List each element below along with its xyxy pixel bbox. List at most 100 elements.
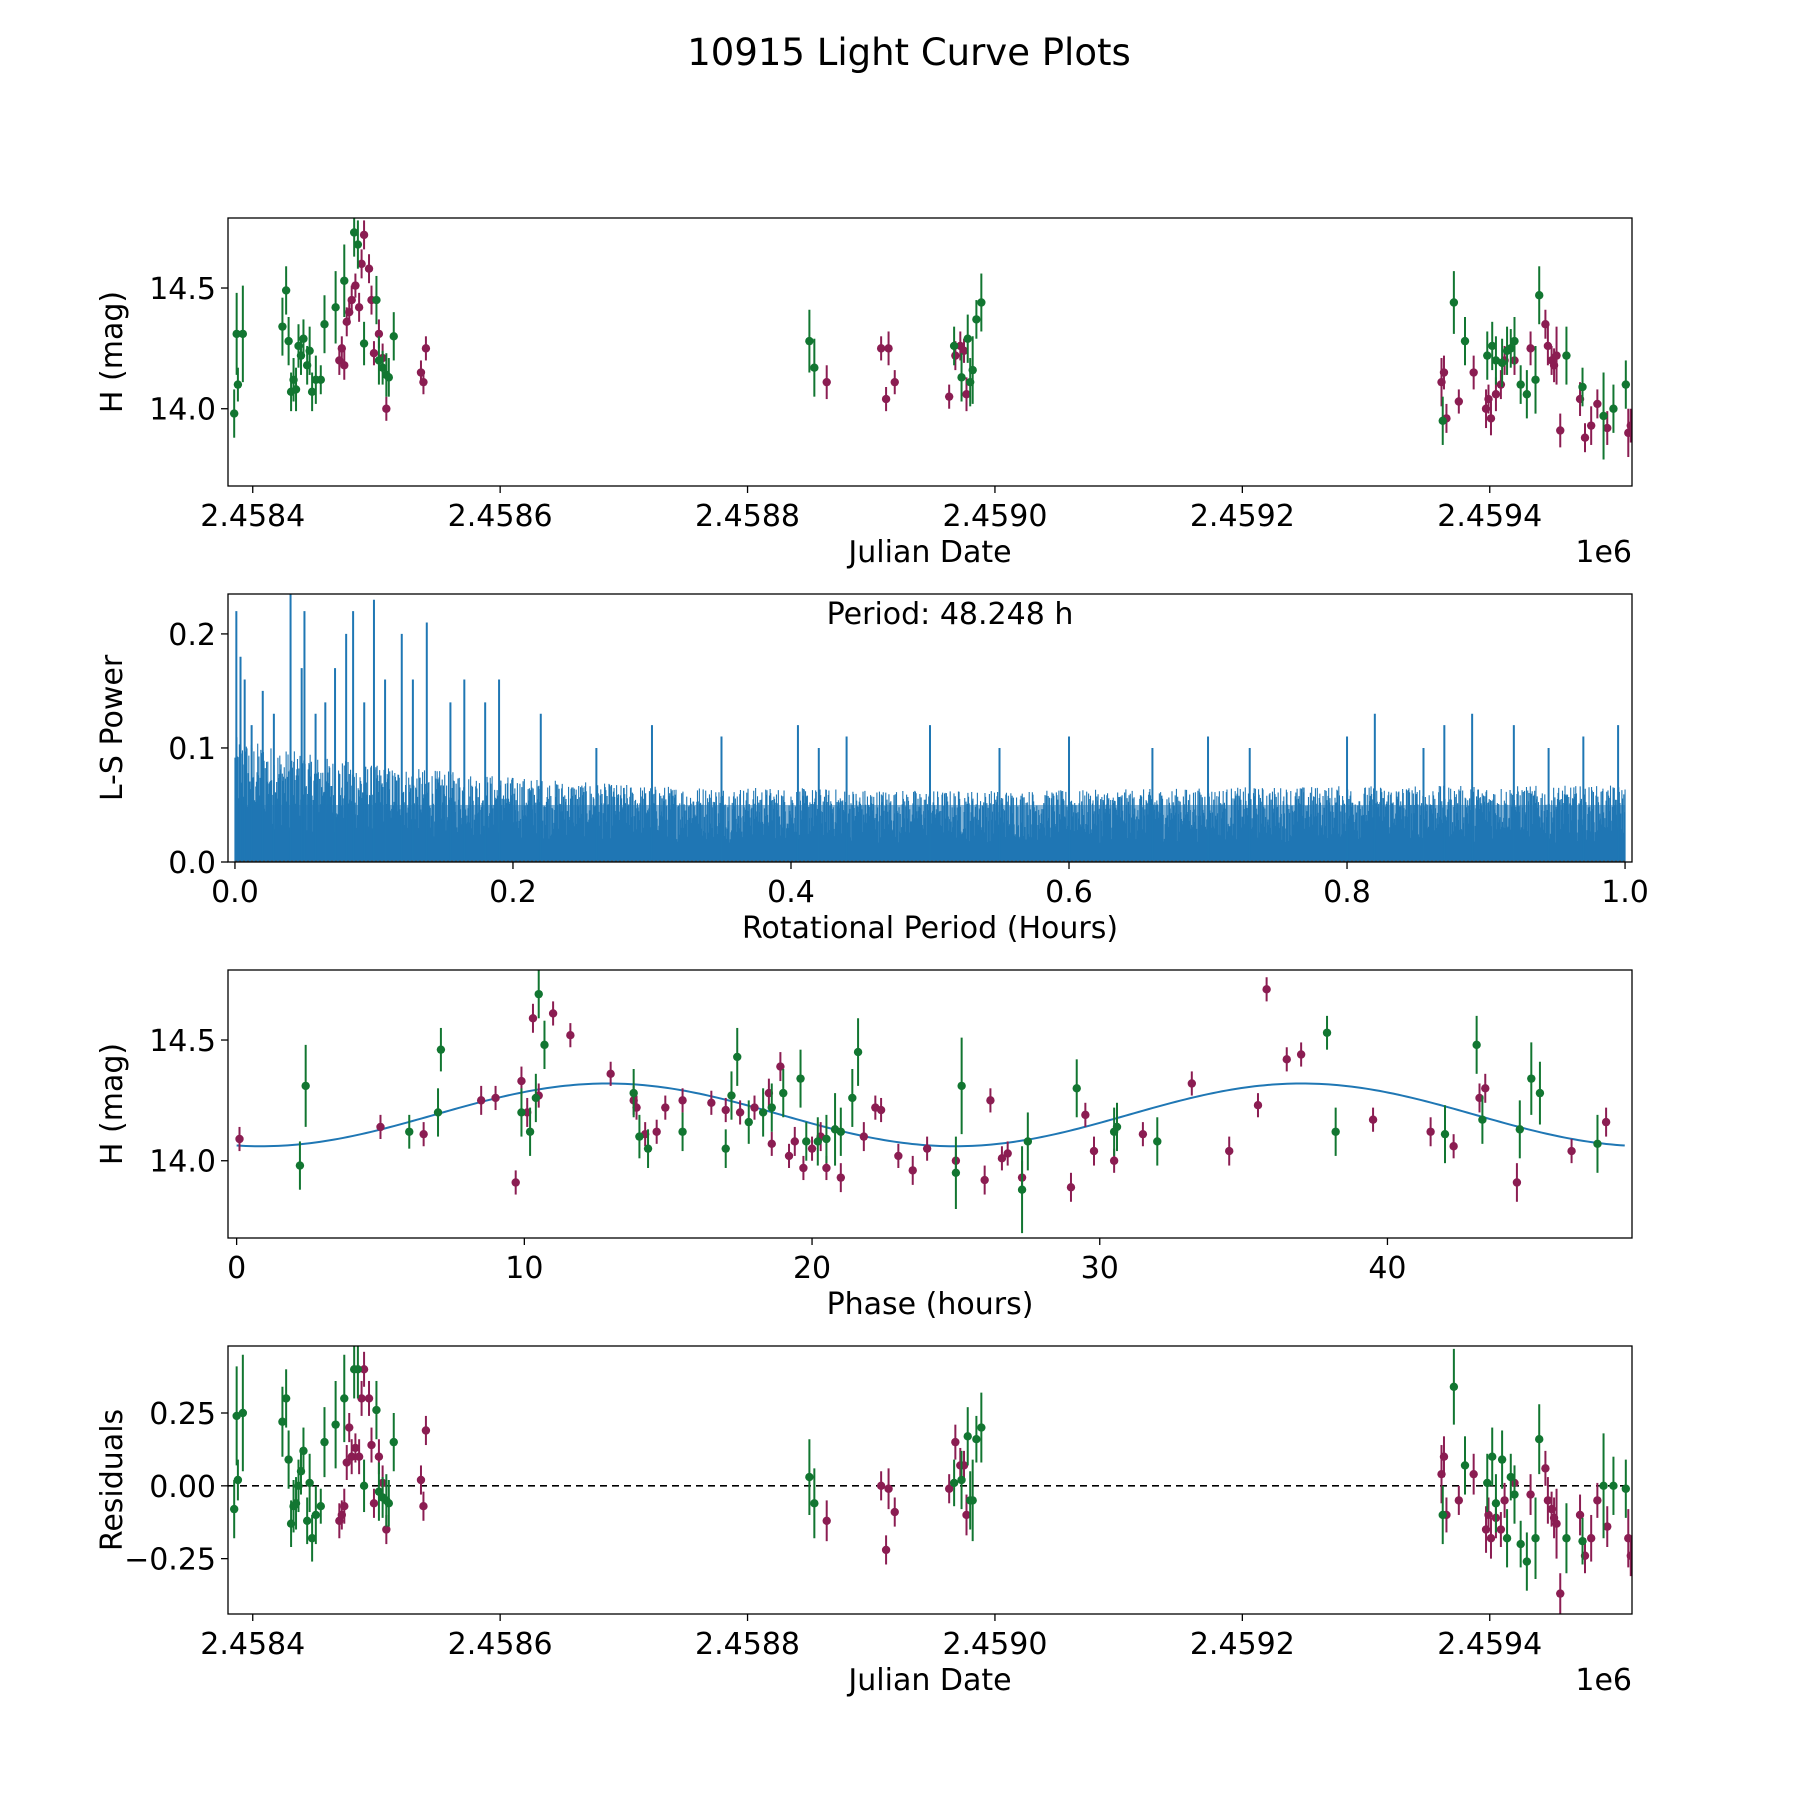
- lightcurve-data-point: [810, 363, 819, 372]
- phased-y-tick-label: 14.0: [149, 1145, 216, 1180]
- lightcurve-data-point: [1497, 358, 1507, 368]
- periodogram-panel: Period: 48.248 h 0.0 0.2 0.4 0.6 0.8 1.0 0.0 0.1…: [95, 593, 1649, 946]
- lightcurve-data-point: [238, 329, 248, 339]
- residuals-data-point: [382, 1525, 391, 1534]
- residuals-data-point: [416, 1475, 426, 1485]
- residuals-data-point: [1500, 1496, 1509, 1505]
- phased-data-point: [1072, 1084, 1081, 1093]
- residuals-data-point: [944, 1484, 954, 1493]
- lightcurve-data-point: [1526, 344, 1535, 353]
- residuals-data-point: [354, 1452, 364, 1461]
- residuals-data-point: [302, 1516, 312, 1525]
- lightcurve-data-point: [353, 240, 363, 249]
- lightcurve-data-point: [278, 322, 287, 331]
- phased-data-point: [678, 1096, 687, 1105]
- periodogram-x-tick-label: 0.0: [211, 875, 259, 910]
- phased-data-point: [796, 1074, 805, 1083]
- lightcurve-data-point: [1578, 382, 1587, 392]
- lightcurve-data-point: [963, 334, 972, 343]
- phased-data-point: [894, 1151, 903, 1161]
- lightcurve-x-tick-label: 2.4590: [942, 499, 1047, 534]
- phased-series-purple: [235, 977, 1611, 1202]
- lightcurve-x-tick-label: 2.4586: [448, 499, 553, 534]
- lightcurve-data-point: [951, 351, 960, 360]
- phased-data-point: [876, 1105, 886, 1115]
- residuals-data-point: [876, 1481, 886, 1491]
- phased-data-point: [1440, 1129, 1450, 1139]
- residuals-data-point: [353, 1365, 363, 1374]
- residuals-data-point: [968, 1496, 977, 1505]
- phased-data-point: [1089, 1146, 1099, 1156]
- periodogram-axes-frame: [227, 593, 1633, 863]
- phased-data-point: [528, 1014, 538, 1023]
- phased-data-point: [1331, 1127, 1340, 1136]
- lightcurve-data-point: [968, 365, 977, 375]
- phased-data-point: [813, 1137, 822, 1146]
- lightcurve-data-point: [337, 344, 347, 353]
- residuals-series-green: [229, 1346, 1631, 1591]
- lightcurve-data-point: [389, 332, 398, 341]
- residuals-data-point: [364, 1394, 374, 1403]
- residuals-x-tick-label: 2.4584: [200, 1627, 305, 1662]
- residuals-data-point: [805, 1472, 814, 1482]
- lightcurve-data-point: [233, 380, 243, 389]
- periodogram-x-tick-label: 0.2: [489, 875, 537, 910]
- phased-data-point: [531, 1093, 541, 1103]
- lightcurve-data-point: [384, 373, 394, 382]
- lightcurve-data-point: [1449, 298, 1459, 307]
- residuals-points-layer: [229, 1346, 1632, 1614]
- phased-data-point: [986, 1096, 995, 1105]
- period-annotation: Period: 48.248 h: [827, 597, 1074, 632]
- phased-data-point: [1535, 1088, 1545, 1098]
- residuals-data-point: [1535, 1435, 1544, 1444]
- phased-data-point: [376, 1122, 385, 1132]
- lightcurve-data-point: [972, 315, 981, 324]
- periodogram-y-tick-label: 0.0: [168, 846, 216, 881]
- residuals-data-point: [1460, 1461, 1470, 1470]
- lightcurve-data-point: [1552, 351, 1561, 360]
- residuals-data-point: [1522, 1557, 1532, 1566]
- residuals-data-point: [957, 1475, 966, 1485]
- phased-data-point: [807, 1144, 817, 1153]
- phased-data-point: [744, 1117, 753, 1127]
- lightcurve-data-point: [890, 377, 899, 387]
- phased-data-point: [853, 1047, 863, 1057]
- lightcurve-data-point: [1484, 394, 1493, 404]
- lightcurve-data-point: [340, 361, 349, 370]
- lightcurve-panel: 2.4584 2.4586 2.4588 2.4590 2.4592 2.4594 14.0…: [95, 217, 1633, 570]
- lightcurve-data-point: [364, 264, 374, 273]
- phased-data-point: [635, 1132, 644, 1141]
- phased-data-point: [1003, 1149, 1012, 1158]
- phased-points-layer: [235, 970, 1611, 1234]
- lightcurve-data-point: [378, 363, 387, 372]
- lightcurve-data-point: [1609, 404, 1618, 413]
- lightcurve-data-point: [944, 392, 954, 401]
- phased-data-point: [1322, 1028, 1332, 1037]
- phased-data-point: [957, 1081, 966, 1091]
- lightcurve-data-point: [316, 375, 325, 384]
- lightcurve-data-point: [1543, 341, 1553, 351]
- phased-fit-curve: [236, 1082, 1625, 1148]
- residuals-data-point: [331, 1420, 340, 1429]
- phased-data-point: [301, 1081, 310, 1091]
- phased-axes-frame: [227, 969, 1633, 1239]
- periodogram-line-layer: [234, 594, 1626, 862]
- residuals-data-point: [1578, 1536, 1587, 1546]
- residuals-data-point: [1575, 1510, 1585, 1520]
- lightcurve-data-point: [340, 276, 349, 285]
- residuals-data-point: [1531, 1534, 1540, 1543]
- residuals-data-point: [1496, 1525, 1506, 1534]
- phased-data-point: [1112, 1122, 1122, 1132]
- lightcurve-data-point: [374, 329, 384, 339]
- lightcurve-data-point: [374, 356, 384, 365]
- phased-data-point: [922, 1144, 932, 1153]
- residuals-data-point: [421, 1426, 431, 1435]
- phased-data-point: [1567, 1146, 1576, 1156]
- residuals-x-offset-label: 1e6: [1575, 1663, 1632, 1698]
- phased-data-point: [517, 1108, 526, 1117]
- lightcurve-data-point: [284, 336, 293, 346]
- residuals-data-point: [1438, 1510, 1447, 1520]
- periodogram-x-axis-label: Rotational Period (Hours): [742, 911, 1118, 946]
- lightcurve-data-point: [1506, 344, 1515, 353]
